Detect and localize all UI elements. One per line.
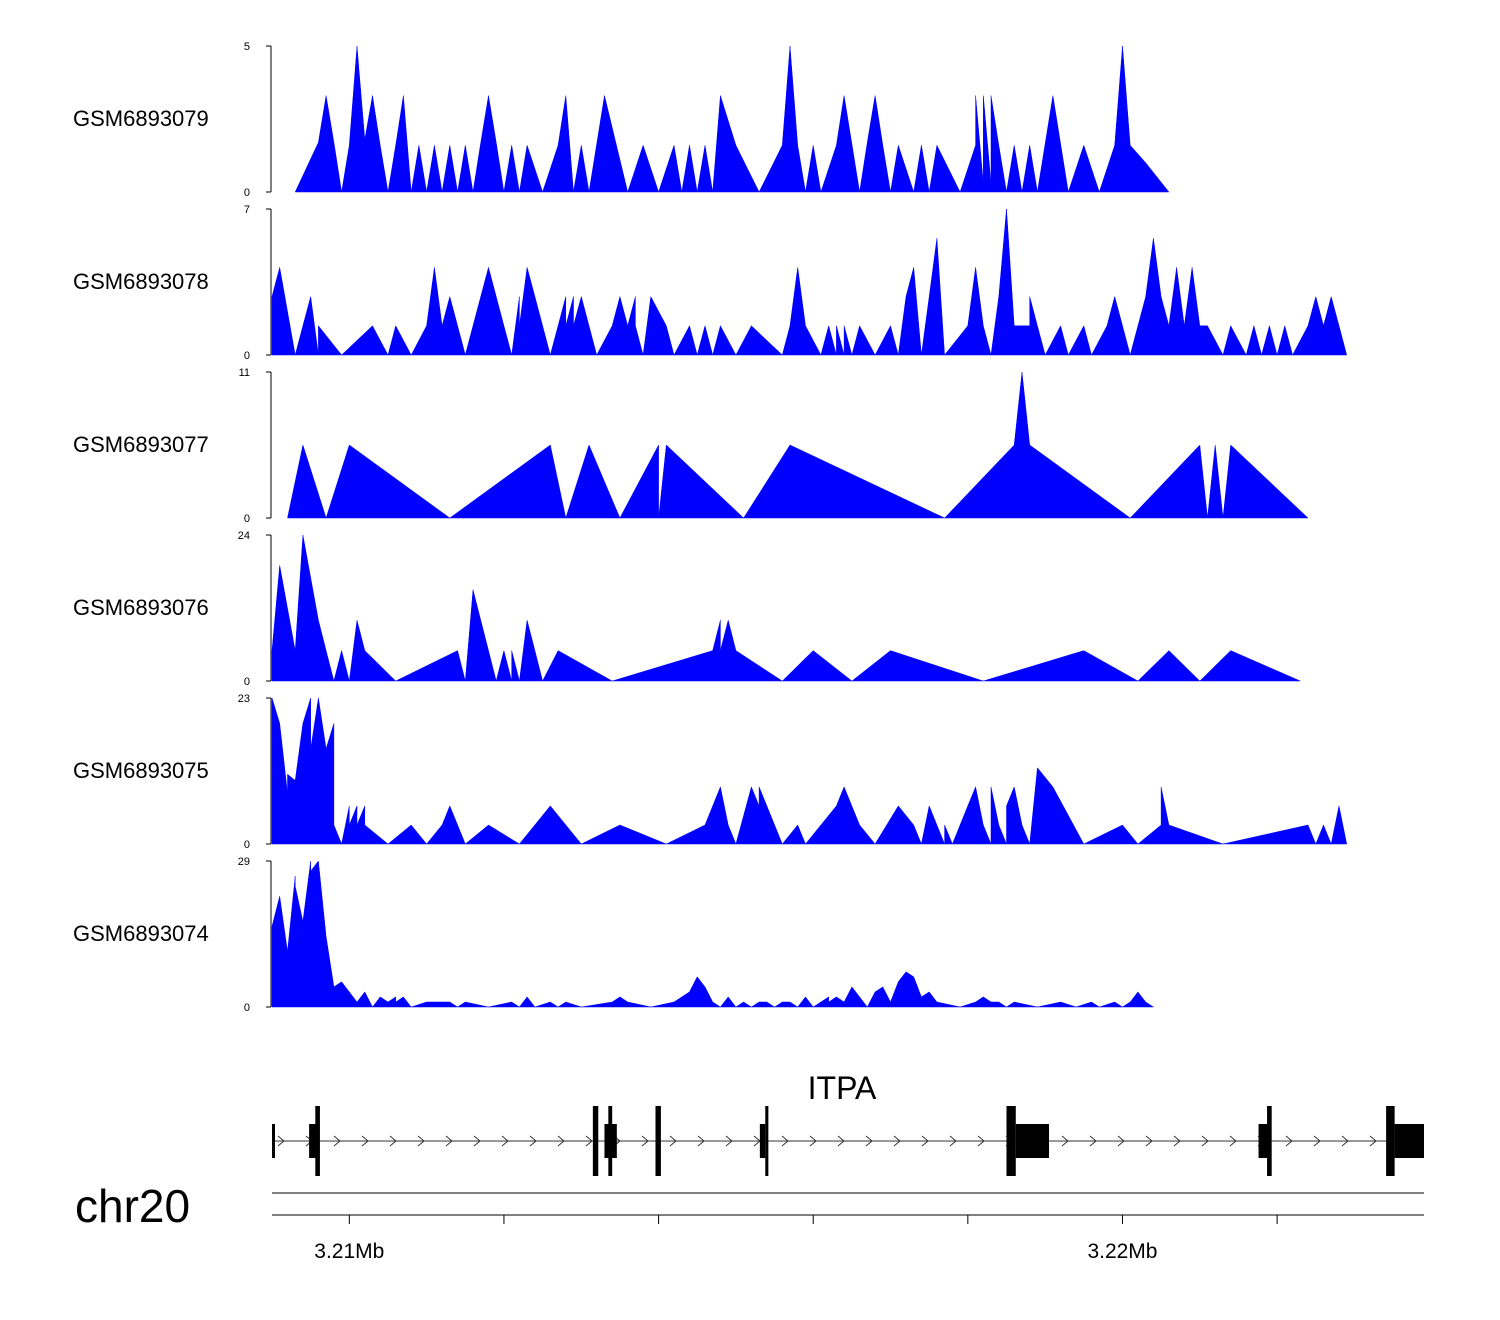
strand-arrow	[1201, 1135, 1209, 1147]
gene-model-track: ITPA	[272, 1070, 1424, 1176]
strand-arrow	[1341, 1135, 1349, 1147]
strand-arrow	[1173, 1135, 1181, 1147]
strand-arrow	[529, 1135, 537, 1147]
strand-arrow	[1117, 1135, 1125, 1147]
strand-arrow	[585, 1135, 593, 1147]
y-tick-label: 0	[244, 1002, 250, 1014]
track-GSM6893078: GSM6893078 7 0	[73, 204, 1348, 362]
strand-arrow	[389, 1135, 397, 1147]
track-GSM6893079: GSM6893079 5 0	[73, 41, 1170, 199]
y-tick-label: 5	[244, 41, 250, 53]
exon-cds	[1267, 1106, 1272, 1176]
track-GSM6893074: GSM6893074 29 0	[73, 856, 1155, 1014]
strand-arrow	[1285, 1135, 1293, 1147]
x-tick-label: 3.22Mb	[1087, 1240, 1157, 1263]
x-tick-label: 3.21Mb	[314, 1240, 384, 1263]
exon-cds	[592, 1106, 599, 1176]
strand-arrow	[921, 1135, 929, 1147]
exon-cds	[1386, 1106, 1395, 1176]
y-tick-label: 7	[244, 204, 250, 216]
y-tick-label: 11	[239, 367, 250, 379]
exon-cds	[608, 1106, 613, 1176]
strand-arrow	[1089, 1135, 1097, 1147]
exon-utr	[759, 1124, 766, 1158]
strand-arrow	[333, 1135, 341, 1147]
chromosome-label: chr20	[75, 1180, 190, 1232]
strand-arrow	[1369, 1135, 1377, 1147]
y-tick-label: 23	[238, 693, 250, 705]
track-label: GSM6893079	[73, 106, 209, 131]
strand-arrow	[949, 1135, 957, 1147]
coverage-area	[271, 697, 1348, 845]
strand-arrow	[1229, 1135, 1237, 1147]
track-label: GSM6893078	[73, 269, 209, 294]
track-label: GSM6893075	[73, 758, 209, 783]
track-GSM6893075: GSM6893075 23 0	[73, 693, 1348, 851]
track-label: GSM6893074	[73, 921, 209, 946]
strand-arrow	[1145, 1135, 1153, 1147]
gene-label: ITPA	[808, 1070, 877, 1106]
coverage-tracks: GSM689307950GSM689307870GSM6893077110GSM…	[73, 41, 1348, 1014]
exon-cds	[765, 1106, 769, 1176]
coverage-area	[271, 860, 1155, 1008]
y-tick-label: 0	[244, 187, 250, 199]
strand-arrow	[501, 1135, 509, 1147]
coverage-area	[271, 208, 1348, 356]
y-tick-label: 0	[244, 513, 250, 525]
y-tick-label: 0	[244, 676, 250, 688]
strand-arrow	[641, 1135, 649, 1147]
strand-arrow	[669, 1135, 677, 1147]
exon-utr	[272, 1124, 275, 1158]
exon-utr	[309, 1124, 319, 1158]
strand-arrow	[865, 1135, 873, 1147]
strand-arrow	[837, 1135, 845, 1147]
exon-utr	[1394, 1124, 1424, 1158]
exon-cds	[1006, 1106, 1016, 1176]
genome-axis: 3.21Mb 3.22Mb	[272, 1192, 1424, 1263]
genome-axis-track: chr20 3.21Mb 3.22Mb	[75, 1180, 1424, 1263]
exon-cds	[315, 1106, 320, 1176]
exon-utr	[1015, 1124, 1050, 1158]
track-GSM6893076: GSM6893076 24 0	[73, 530, 1301, 688]
coverage-area	[287, 371, 1309, 519]
gene-glyphs	[272, 1106, 1424, 1176]
strand-arrow	[417, 1135, 425, 1147]
strand-arrow	[893, 1135, 901, 1147]
strand-arrow	[781, 1135, 789, 1147]
strand-arrow	[277, 1135, 285, 1147]
strand-arrow	[697, 1135, 705, 1147]
strand-arrow	[977, 1135, 985, 1147]
strand-arrow	[725, 1135, 733, 1147]
strand-arrow	[557, 1135, 565, 1147]
y-tick-label: 0	[244, 350, 250, 362]
exon-utr	[1258, 1124, 1270, 1158]
strand-arrow	[1061, 1135, 1069, 1147]
strand-arrow	[445, 1135, 453, 1147]
y-tick-label: 29	[238, 856, 250, 868]
strand-arrow	[361, 1135, 369, 1147]
coverage-area	[294, 45, 1170, 193]
track-GSM6893077: GSM6893077 11 0	[73, 367, 1309, 525]
strand-arrow	[1313, 1135, 1321, 1147]
exon-cds	[655, 1106, 661, 1176]
strand-arrow	[473, 1135, 481, 1147]
track-label: GSM6893077	[73, 432, 209, 457]
y-tick-label: 0	[244, 839, 250, 851]
track-label: GSM6893076	[73, 595, 209, 620]
coverage-area	[271, 534, 1301, 682]
strand-arrow	[809, 1135, 817, 1147]
y-tick-label: 24	[238, 530, 250, 542]
